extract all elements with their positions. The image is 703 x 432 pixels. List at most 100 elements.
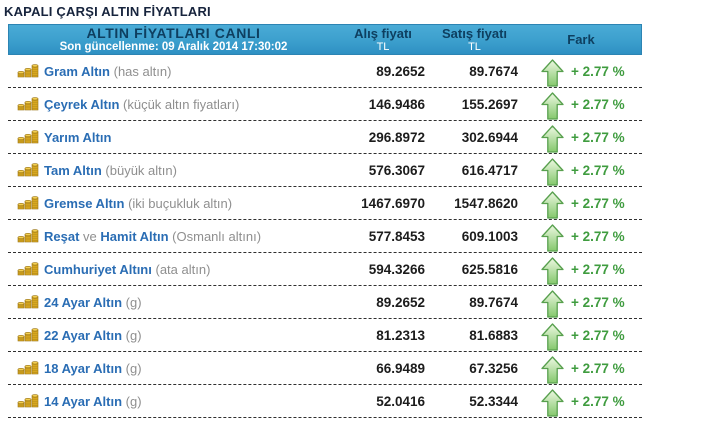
change-percent: + 2.77 % xyxy=(571,195,625,211)
buy-price-value: 576.3067 xyxy=(368,162,425,178)
gold-type-link[interactable]: Yarım Altın xyxy=(44,129,112,145)
change-cell: + 2.77 % xyxy=(522,124,642,153)
change-percent: + 2.77 % xyxy=(571,162,625,178)
table-row: Yarım Altın 296.8972 302.6944 + 2.77 % xyxy=(8,121,642,154)
sell-price-value: 302.6944 xyxy=(461,129,518,145)
gold-type-connector: ve xyxy=(83,228,97,244)
up-arrow-icon xyxy=(541,223,564,252)
table-row: Reşat ve Hamit Altın (Osmanlı altını) 57… xyxy=(8,220,642,253)
up-arrow-icon xyxy=(541,289,564,318)
gold-type-link[interactable]: Gremse Altın xyxy=(44,195,125,211)
change-percent: + 2.77 % xyxy=(571,63,625,79)
up-arrow-icon xyxy=(541,58,564,87)
gold-type-note: (büyük altın) xyxy=(105,162,177,178)
gold-type-cell: Yarım Altın xyxy=(44,130,339,145)
sell-price-value: 609.1003 xyxy=(461,228,518,244)
last-updated-text: Son güncellenme: 09 Aralık 2014 17:30:02 xyxy=(59,40,288,53)
gold-coins-icon xyxy=(8,393,44,409)
table-row: Gremse Altın (iki buçukluk altın) 1467.6… xyxy=(8,187,642,220)
gold-coins-icon xyxy=(8,294,44,310)
gold-type-link[interactable]: 14 Ayar Altın xyxy=(44,393,123,409)
change-cell: + 2.77 % xyxy=(522,388,642,417)
gold-type-link-2[interactable]: Hamit Altın xyxy=(100,228,169,244)
gold-type-cell: Tam Altın (büyük altın) xyxy=(44,163,339,178)
buy-price-value: 81.2313 xyxy=(376,327,425,343)
buy-price-value: 89.2652 xyxy=(376,63,425,79)
gold-type-link[interactable]: Cumhuriyet Altını xyxy=(44,261,152,277)
column-header-buy: Alış fiyatı TL xyxy=(338,25,428,54)
change-percent: + 2.77 % xyxy=(571,360,625,376)
gold-type-link[interactable]: 18 Ayar Altın xyxy=(44,360,123,376)
gold-type-cell: 14 Ayar Altın (g) xyxy=(44,394,339,409)
gold-type-note: (iki buçukluk altın) xyxy=(128,195,233,211)
gold-type-cell: 18 Ayar Altın (g) xyxy=(44,361,339,376)
price-table-body: Gram Altın (has altın) 89.2652 89.7674 +… xyxy=(8,55,642,418)
table-row: 18 Ayar Altın (g) 66.9489 67.3256 + 2.77… xyxy=(8,352,642,385)
column-header-diff: Fark xyxy=(567,31,595,47)
gold-type-cell: 24 Ayar Altın (g) xyxy=(44,295,339,310)
table-row: 14 Ayar Altın (g) 52.0416 52.3344 + 2.77… xyxy=(8,385,642,418)
gold-type-cell: Gremse Altın (iki buçukluk altın) xyxy=(44,196,339,211)
gold-type-link[interactable]: Çeyrek Altın xyxy=(44,96,120,112)
gold-coins-icon xyxy=(8,129,44,145)
gold-type-cell: Gram Altın (has altın) xyxy=(44,64,339,79)
gold-coins-icon xyxy=(8,261,44,277)
gold-coins-icon xyxy=(8,228,44,244)
sell-price-value: 81.6883 xyxy=(469,327,518,343)
sell-price-value: 155.2697 xyxy=(461,96,518,112)
up-arrow-icon xyxy=(541,322,564,351)
up-arrow-icon xyxy=(541,355,564,384)
column-header-sell: Satış fiyatı TL xyxy=(428,25,521,54)
change-cell: + 2.77 % xyxy=(522,289,642,318)
gold-type-note: (Osmanlı altını) xyxy=(172,228,262,244)
up-arrow-icon xyxy=(541,190,564,219)
buy-price-value: 146.9486 xyxy=(368,96,425,112)
sell-price-value: 67.3256 xyxy=(469,360,518,376)
buy-price-value: 66.9489 xyxy=(376,360,425,376)
up-arrow-icon xyxy=(541,157,564,186)
sell-price-value: 52.3344 xyxy=(469,393,518,409)
gold-coins-icon xyxy=(8,162,44,178)
up-arrow-icon xyxy=(541,91,564,120)
sell-price-value: 616.4717 xyxy=(461,162,518,178)
change-percent: + 2.77 % xyxy=(571,96,625,112)
gold-coins-icon xyxy=(8,96,44,112)
gold-type-cell: Cumhuriyet Altını (ata altın) xyxy=(44,262,339,277)
table-header-left: ALTIN FİYATLARI CANLI Son güncellenme: 0… xyxy=(9,25,338,54)
gold-coins-icon xyxy=(8,195,44,211)
gold-type-link[interactable]: 24 Ayar Altın xyxy=(44,294,123,310)
change-percent: + 2.77 % xyxy=(571,393,625,409)
sell-price-value: 89.7674 xyxy=(469,63,518,79)
gold-type-link[interactable]: Reşat xyxy=(44,228,80,244)
currency-label: TL xyxy=(468,40,481,53)
table-row: Gram Altın (has altın) 89.2652 89.7674 +… xyxy=(8,55,642,88)
gold-type-note: (g) xyxy=(125,360,142,376)
change-percent: + 2.77 % xyxy=(571,129,625,145)
change-percent: + 2.77 % xyxy=(571,327,625,343)
table-row: Cumhuriyet Altını (ata altın) 594.3266 6… xyxy=(8,253,642,286)
sell-price-value: 89.7674 xyxy=(469,294,518,310)
up-arrow-icon xyxy=(541,256,564,285)
gold-type-note: (has altın) xyxy=(113,63,172,79)
page-title: KAPALI ÇARŞI ALTIN FİYATLARI xyxy=(4,4,211,19)
change-percent: + 2.77 % xyxy=(571,228,625,244)
change-cell: + 2.77 % xyxy=(522,355,642,384)
buy-price-value: 296.8972 xyxy=(368,129,425,145)
table-row: Tam Altın (büyük altın) 576.3067 616.471… xyxy=(8,154,642,187)
gold-coins-icon xyxy=(8,327,44,343)
gold-coins-icon xyxy=(8,360,44,376)
gold-price-table: ALTIN FİYATLARI CANLI Son güncellenme: 0… xyxy=(8,24,642,418)
gold-type-note: (küçük altın fiyatları) xyxy=(123,96,240,112)
up-arrow-icon xyxy=(541,388,564,417)
change-cell: + 2.77 % xyxy=(522,190,642,219)
gold-type-cell: 22 Ayar Altın (g) xyxy=(44,328,339,343)
table-header-bar: ALTIN FİYATLARI CANLI Son güncellenme: 0… xyxy=(8,24,642,55)
gold-type-link[interactable]: Gram Altın xyxy=(44,63,110,79)
gold-type-link[interactable]: 22 Ayar Altın xyxy=(44,327,123,343)
table-row: Çeyrek Altın (küçük altın fiyatları) 146… xyxy=(8,88,642,121)
gold-type-cell: Çeyrek Altın (küçük altın fiyatları) xyxy=(44,97,339,112)
gold-type-link[interactable]: Tam Altın xyxy=(44,162,102,178)
buy-price-value: 594.3266 xyxy=(368,261,425,277)
sell-price-value: 1547.8620 xyxy=(454,195,518,211)
table-title: ALTIN FİYATLARI CANLI xyxy=(86,24,261,41)
